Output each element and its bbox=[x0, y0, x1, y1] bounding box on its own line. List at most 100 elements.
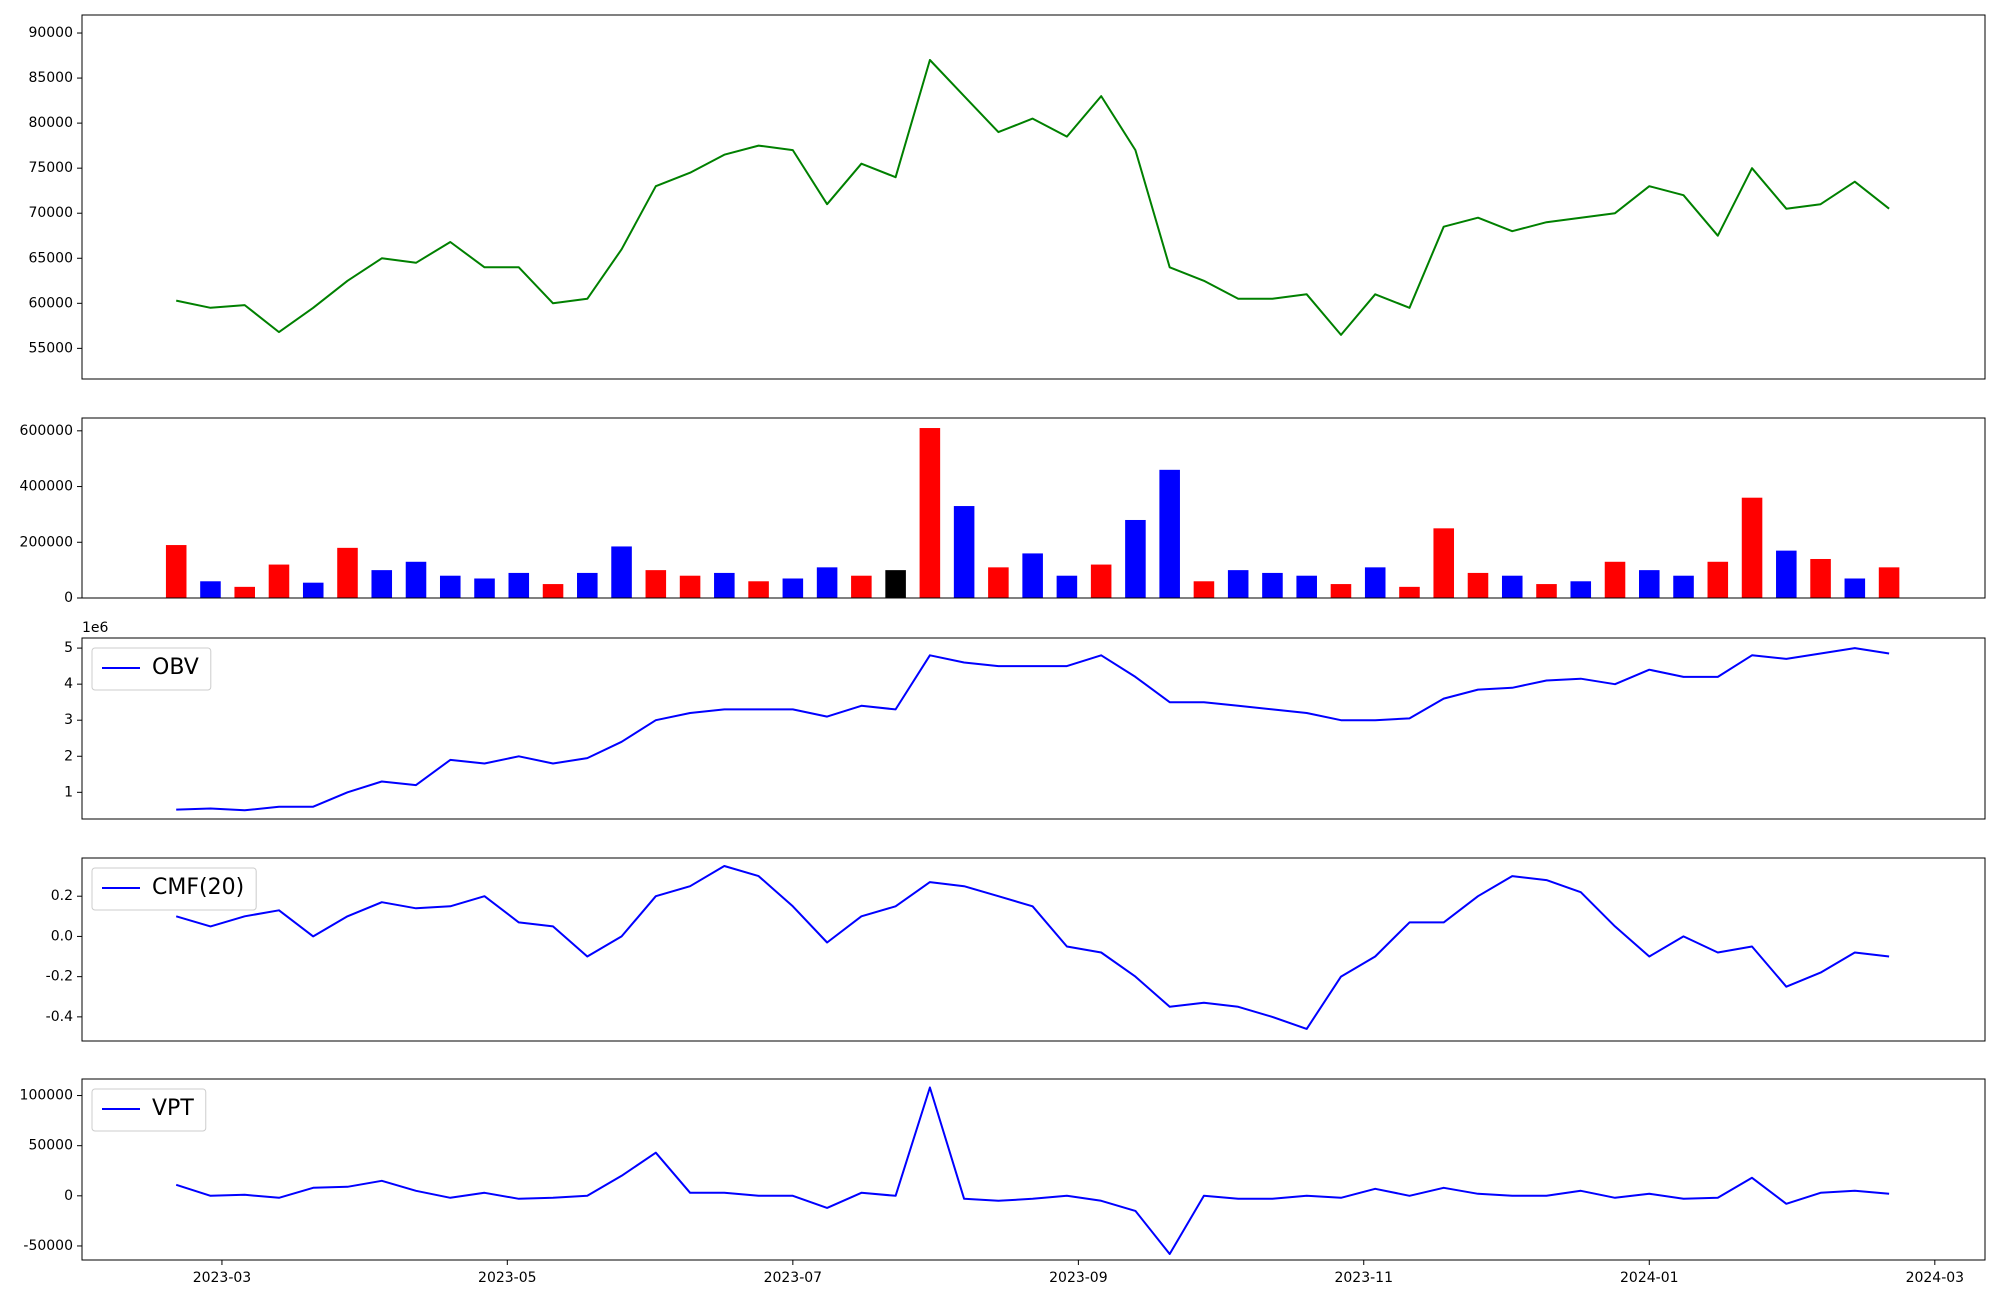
bar bbox=[611, 546, 632, 598]
bar bbox=[1330, 584, 1352, 598]
bar bbox=[645, 570, 667, 598]
x-tick-label: 2023-11 bbox=[1334, 1270, 1393, 1286]
bar bbox=[1433, 528, 1455, 598]
panel: 55000 60000 65000 70000 75000 80000 85000 90000 bbox=[28, 14, 1986, 380]
bar bbox=[1844, 578, 1866, 598]
bar bbox=[679, 575, 701, 598]
bar bbox=[1570, 581, 1592, 598]
bar bbox=[577, 572, 598, 598]
bar bbox=[1741, 497, 1763, 598]
y-tick-label: 2 bbox=[64, 748, 73, 764]
series-line bbox=[176, 647, 1890, 812]
y-tick-label: 80000 bbox=[28, 115, 73, 131]
bar bbox=[1810, 558, 1831, 598]
y-tick-label: 600000 bbox=[20, 423, 73, 439]
x-tick-label: 2024-03 bbox=[1906, 1270, 1965, 1286]
x-tick-label: 2023-07 bbox=[764, 1270, 823, 1286]
bar bbox=[1639, 570, 1660, 598]
bar bbox=[337, 547, 358, 598]
bar bbox=[1776, 550, 1797, 598]
panel: -0.4 -0.2 0.0 0.2 CMF(20) bbox=[46, 857, 1986, 1042]
y-tick-label: 60000 bbox=[28, 295, 73, 311]
bar bbox=[1501, 575, 1523, 598]
bar bbox=[919, 428, 941, 598]
y-tick-label: 200000 bbox=[20, 534, 73, 550]
bar bbox=[1707, 561, 1729, 598]
bar bbox=[953, 506, 975, 598]
series-line bbox=[175, 1086, 1890, 1255]
axes-frame bbox=[81, 857, 1986, 1042]
bar bbox=[405, 561, 427, 598]
bar bbox=[1125, 519, 1146, 598]
y-tick-label: 100000 bbox=[20, 1088, 73, 1104]
legend-label: VPT bbox=[152, 1096, 194, 1121]
bar bbox=[1399, 586, 1420, 598]
bar bbox=[234, 586, 255, 598]
y-tick-label: 0 bbox=[64, 590, 73, 606]
axes-frame bbox=[81, 1078, 1986, 1261]
series-line bbox=[175, 865, 1890, 1030]
bar bbox=[1673, 575, 1694, 598]
bar bbox=[302, 582, 324, 598]
legend-box bbox=[91, 1088, 207, 1132]
bar bbox=[988, 567, 1009, 598]
y-tick-label: 4 bbox=[64, 676, 73, 692]
axes-frame bbox=[81, 417, 1986, 599]
bar bbox=[748, 581, 769, 598]
bar bbox=[371, 570, 393, 598]
legend-box bbox=[91, 867, 257, 911]
bar bbox=[1262, 572, 1283, 598]
y-tick-label: 70000 bbox=[28, 205, 73, 221]
legend: CMF(20) bbox=[91, 867, 257, 911]
y-tick-label: -50000 bbox=[23, 1238, 73, 1254]
y-tick-label: 75000 bbox=[28, 160, 73, 176]
offset-label: 1e6 bbox=[82, 620, 109, 636]
y-tick-label: 5 bbox=[64, 640, 73, 656]
y-tick-label: 50000 bbox=[28, 1138, 73, 1154]
y-tick-label: 1 bbox=[64, 784, 73, 800]
bar bbox=[1022, 553, 1043, 598]
bar bbox=[200, 581, 221, 598]
axes-frame bbox=[81, 14, 1986, 380]
legend-label: CMF(20) bbox=[152, 875, 244, 900]
bar bbox=[1056, 575, 1078, 598]
y-tick-label: 400000 bbox=[20, 479, 73, 495]
legend: VPT bbox=[91, 1088, 207, 1132]
bar bbox=[542, 584, 564, 598]
bar bbox=[508, 572, 530, 598]
y-tick-label: 0 bbox=[64, 1188, 73, 1204]
legend: OBV bbox=[91, 647, 212, 691]
bar bbox=[714, 572, 735, 598]
bar bbox=[1296, 575, 1317, 598]
x-tick-label: 2023-09 bbox=[1049, 1270, 1108, 1286]
x-tick-label: 2024-01 bbox=[1620, 1270, 1679, 1286]
bar bbox=[1467, 572, 1489, 598]
panel: -50000 0 50000 100000 2023-03 2023-05 2023-07 2… bbox=[20, 1078, 1986, 1286]
bar bbox=[1604, 561, 1626, 598]
y-tick-label: 0.0 bbox=[51, 928, 73, 944]
y-tick-label: 90000 bbox=[28, 25, 73, 41]
bar bbox=[268, 564, 290, 598]
y-tick-label: 85000 bbox=[28, 70, 73, 86]
panel: 0 200000 400000 600000 bbox=[20, 417, 1986, 606]
y-tick-label: -0.2 bbox=[46, 969, 73, 985]
bar bbox=[1536, 584, 1557, 598]
y-tick-label: 0.2 bbox=[51, 888, 73, 904]
bar bbox=[782, 578, 804, 598]
legend-box bbox=[91, 647, 212, 691]
bar bbox=[1227, 570, 1249, 598]
y-tick-label: 55000 bbox=[28, 340, 73, 356]
x-tick-label: 2023-03 bbox=[193, 1270, 252, 1286]
axes-frame bbox=[81, 637, 1986, 820]
bar bbox=[816, 567, 838, 598]
bar bbox=[1364, 567, 1386, 598]
y-tick-label: -0.4 bbox=[46, 1009, 73, 1025]
x-tick-label: 2023-05 bbox=[478, 1270, 537, 1286]
bar bbox=[885, 570, 906, 598]
series-line bbox=[175, 59, 1890, 336]
bar bbox=[474, 578, 495, 598]
bar bbox=[1878, 567, 1900, 598]
y-tick-label: 3 bbox=[64, 712, 73, 728]
bar bbox=[851, 575, 872, 598]
